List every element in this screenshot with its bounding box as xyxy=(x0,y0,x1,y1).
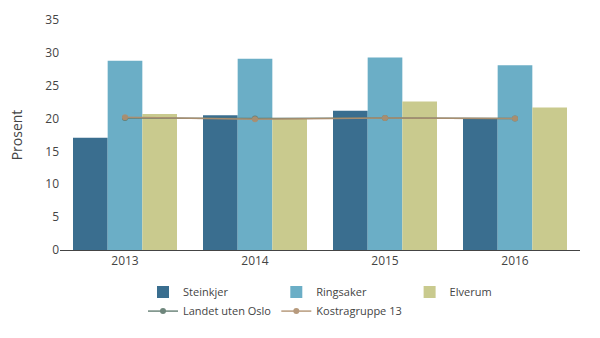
svg-text:2016: 2016 xyxy=(501,252,529,269)
svg-text:20: 20 xyxy=(45,110,59,127)
svg-text:15: 15 xyxy=(45,143,59,160)
svg-text:Steinkjer: Steinkjer xyxy=(183,284,228,299)
svg-text:35: 35 xyxy=(45,11,59,28)
svg-text:25: 25 xyxy=(45,77,59,94)
svg-text:10: 10 xyxy=(45,175,59,192)
svg-text:2014: 2014 xyxy=(241,252,269,269)
svg-text:0: 0 xyxy=(52,241,59,258)
svg-text:Landet uten Oslo: Landet uten Oslo xyxy=(183,303,271,318)
svg-text:30: 30 xyxy=(45,44,59,61)
svg-text:2013: 2013 xyxy=(111,252,139,269)
svg-text:Ringsaker: Ringsaker xyxy=(316,284,367,299)
svg-text:Elverum: Elverum xyxy=(450,284,492,299)
svg-text:2015: 2015 xyxy=(371,252,399,269)
svg-text:Prosent: Prosent xyxy=(7,110,26,161)
svg-text:5: 5 xyxy=(52,208,59,225)
svg-text:Kostragruppe 13: Kostragruppe 13 xyxy=(316,303,401,318)
